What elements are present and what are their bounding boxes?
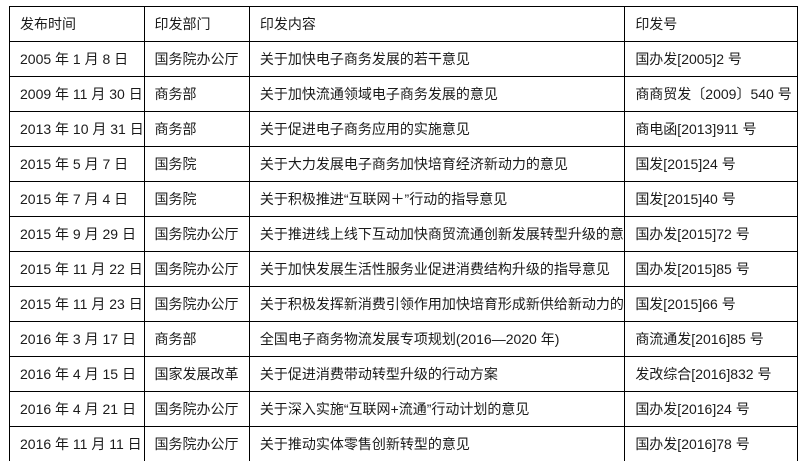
table-row: 2013 年 10 月 31 日商务部 关于促进电子商务应用的实施意见 商电函[20… (9, 111, 798, 147)
cell-date: 2015 年 11 月 23 日 (9, 286, 145, 322)
header-number: 印发号 (624, 6, 798, 42)
cell-number: 国发[2015]40 号 (624, 181, 798, 217)
cell-department: 国务院 (143, 146, 250, 182)
table-row: 2009 年 11 月 30 日商务部 关于加快流通领域电子商务发展的意见 商商贸发… (9, 76, 798, 112)
cell-date: 2015 年 11 月 22 日 (9, 251, 145, 287)
cell-content: 关于积极推进“互联网＋”行动的指导意见 (248, 181, 626, 217)
table-row: 2015 年 9 月 29 日国务院办公厅 关于推进线上线下互动加快商贸流通创新发… (9, 216, 798, 252)
cell-department: 国务院办公厅 (143, 216, 250, 252)
cell-date: 2009 年 11 月 30 日 (9, 76, 145, 112)
cell-number: 国办发[2015]85 号 (624, 251, 798, 287)
cell-content: 关于推动实体零售创新转型的意见 (248, 426, 626, 461)
table-row: 2015 年 7 月 4 日国务院 关于积极推进“互联网＋”行动的指导意见 国发[2… (9, 181, 798, 217)
cell-department: 商务部 (143, 76, 250, 112)
cell-number: 商商贸发〔2009〕540 号 (624, 76, 798, 112)
cell-date: 2015 年 9 月 29 日 (9, 216, 145, 252)
table-row: 2005 年 1 月 8 日国务院办公厅 关于加快电子商务发展的若干意见 国办发[2… (9, 41, 798, 77)
cell-number: 国办发[2005]2 号 (624, 41, 798, 77)
cell-number: 国办发[2015]72 号 (624, 216, 798, 252)
table-row: 2015 年 5 月 7 日国务院 关于大力发展电子商务加快培育经济新动力的意见国… (9, 146, 798, 182)
table-row: 2016 年 4 月 15 日国家发展改革 关于促进消费带动转型升级的行动方案 发改… (9, 356, 798, 392)
table-row: 2015 年 11 月 23 日国务院办公厅 关于积极发挥新消费引领作用加快培育形… (9, 286, 798, 322)
cell-date: 2005 年 1 月 8 日 (9, 41, 145, 77)
cell-content: 关于积极发挥新消费引领作用加快培育形成新供给新动力的指导意见 (248, 286, 626, 322)
cell-date: 2015 年 5 月 7 日 (9, 146, 145, 182)
cell-date: 2016 年 11 月 11 日 (9, 426, 145, 461)
cell-number: 国办发[2016]78 号 (624, 426, 798, 461)
cell-number: 商流通发[2016]85 号 (624, 321, 798, 357)
cell-date: 2016 年 3 月 17 日 (9, 321, 145, 357)
cell-content: 关于深入实施“互联网+流通”行动计划的意见 (248, 391, 626, 427)
cell-content: 关于推进线上线下互动加快商贸流通创新发展转型升级的意见 (248, 216, 626, 252)
cell-number: 国发[2015]24 号 (624, 146, 798, 182)
cell-department: 国务院办公厅 (143, 391, 250, 427)
cell-department: 国务院办公厅 (143, 251, 250, 287)
cell-department: 国务院 (143, 181, 250, 217)
header-date: 发布时间 (9, 6, 145, 42)
cell-content: 关于加快流通领域电子商务发展的意见 (248, 76, 626, 112)
cell-content: 关于促进电子商务应用的实施意见 (248, 111, 626, 147)
cell-content: 全国电子商务物流发展专项规划(2016—2020 年) (248, 321, 626, 357)
table-row: 2015 年 11 月 22 日国务院办公厅 关于加快发展生活性服务业促进消费结构… (9, 251, 798, 287)
cell-content: 关于大力发展电子商务加快培育经济新动力的意见 (248, 146, 626, 182)
cell-department: 国务院办公厅 (143, 426, 250, 461)
table-body: 2005 年 1 月 8 日国务院办公厅 关于加快电子商务发展的若干意见 国办发[2… (9, 41, 798, 461)
cell-content: 关于加快电子商务发展的若干意见 (248, 41, 626, 77)
header-row: 发布时间 印发部门 印发内容 印发号 (9, 6, 798, 42)
cell-content: 关于促进消费带动转型升级的行动方案 (248, 356, 626, 392)
cell-department: 商务部 (143, 321, 250, 357)
cell-content: 关于加快发展生活性服务业促进消费结构升级的指导意见 (248, 251, 626, 287)
cell-department: 商务部 (143, 111, 250, 147)
table-row: 2016 年 11 月 11 日国务院办公厅 关于推动实体零售创新转型的意见 国办发… (9, 426, 798, 461)
table-row: 2016 年 3 月 17 日商务部 全国电子商务物流发展专项规划(2016—20… (9, 321, 798, 357)
cell-date: 2016 年 4 月 15 日 (9, 356, 145, 392)
cell-date: 2016 年 4 月 21 日 (9, 391, 145, 427)
cell-department: 国务院办公厅 (143, 286, 250, 322)
cell-number: 国发[2015]66 号 (624, 286, 798, 322)
policy-document-table: 发布时间 印发部门 印发内容 印发号 2005 年 1 月 8 日国务院办公厅关… (9, 6, 798, 461)
cell-number: 商电函[2013]911 号 (624, 111, 798, 147)
table-row: 2016 年 4 月 21 日国务院办公厅 关于深入实施“互联网+流通”行动计划的… (9, 391, 798, 427)
cell-department: 国家发展改革 (143, 356, 250, 392)
cell-number: 国办发[2016]24 号 (624, 391, 798, 427)
cell-date: 2013 年 10 月 31 日 (9, 111, 145, 147)
table-header: 发布时间 印发部门 印发内容 印发号 (9, 6, 798, 42)
cell-date: 2015 年 7 月 4 日 (9, 181, 145, 217)
header-content: 印发内容 (248, 6, 626, 42)
cell-number: 发改综合[2016]832 号 (624, 356, 798, 392)
cell-department: 国务院办公厅 (143, 41, 250, 77)
header-department: 印发部门 (143, 6, 250, 42)
